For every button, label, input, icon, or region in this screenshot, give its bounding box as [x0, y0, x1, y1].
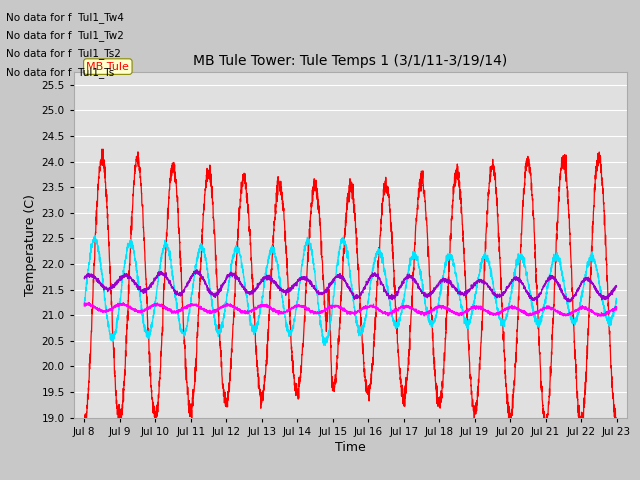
Title: MB Tule Tower: Tule Temps 1 (3/1/11-3/19/14): MB Tule Tower: Tule Temps 1 (3/1/11-3/19… — [193, 54, 508, 68]
Text: No data for f  Tul1_Ts: No data for f Tul1_Ts — [6, 67, 115, 78]
Text: No data for f  Tul1_Tw4: No data for f Tul1_Tw4 — [6, 12, 124, 23]
Text: No data for f  Tul1_Ts2: No data for f Tul1_Ts2 — [6, 48, 121, 60]
Text: MB Tule: MB Tule — [86, 61, 129, 72]
X-axis label: Time: Time — [335, 441, 366, 454]
Y-axis label: Temperature (C): Temperature (C) — [24, 194, 37, 296]
Text: No data for f  Tul1_Tw2: No data for f Tul1_Tw2 — [6, 30, 124, 41]
